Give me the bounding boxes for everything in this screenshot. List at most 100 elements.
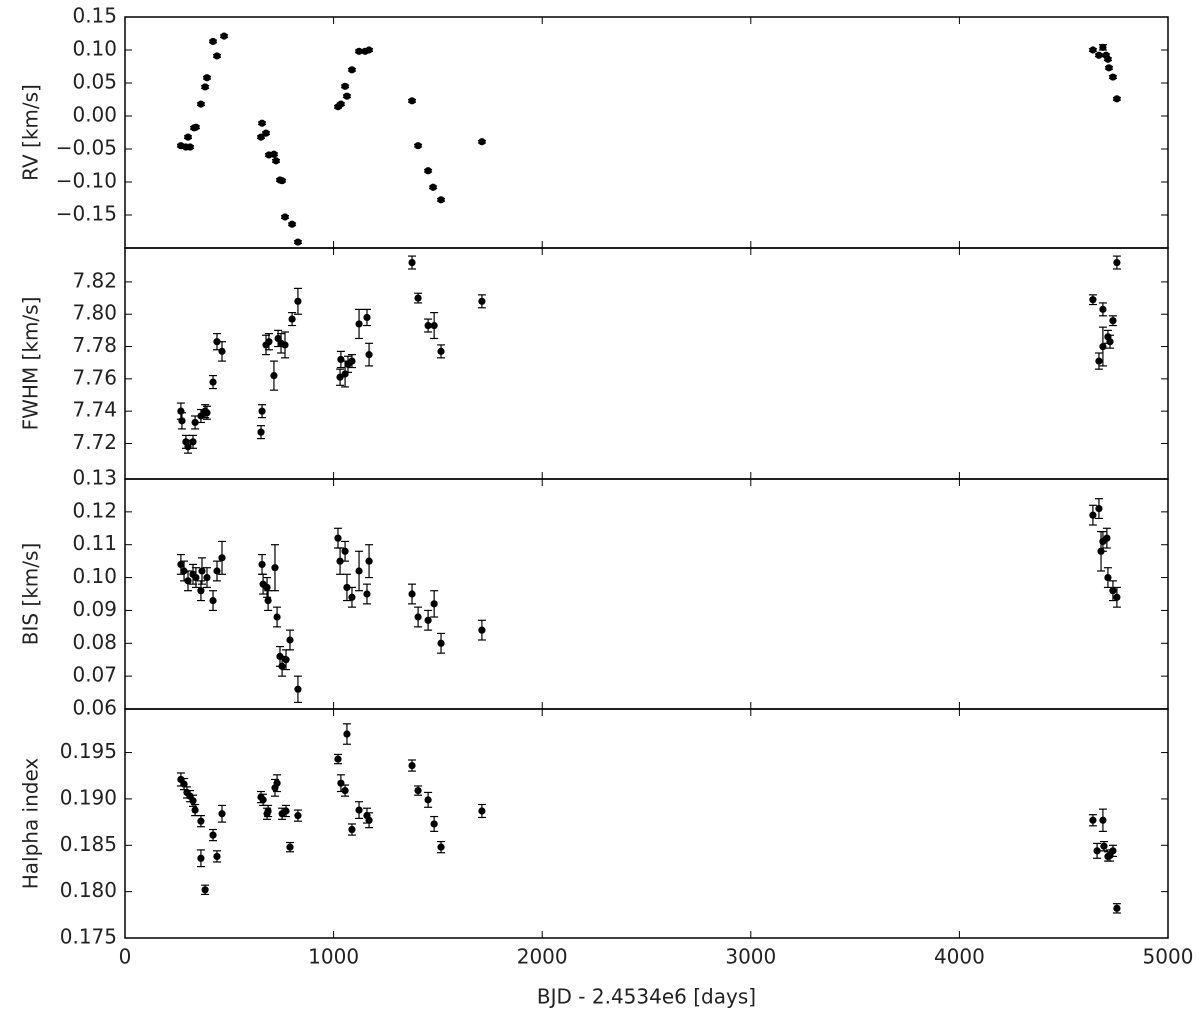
data-point: [273, 779, 281, 787]
data-point: [1100, 842, 1108, 850]
data-point: [414, 294, 422, 302]
data-point: [408, 258, 416, 267]
data-point: [209, 37, 217, 46]
data-point: [334, 755, 342, 763]
data-point: [348, 825, 356, 834]
data-point: [365, 816, 373, 824]
y-tick-label: 7.74: [72, 398, 117, 422]
data-point: [209, 378, 217, 386]
data-point: [424, 167, 432, 175]
data-point: [414, 786, 422, 795]
data-point: [365, 351, 373, 359]
y-axis-label: RV [km/s]: [19, 84, 43, 181]
data-point: [1099, 816, 1107, 824]
data-point: [281, 213, 289, 221]
x-tick-label: 0: [119, 945, 132, 969]
data-point: [1093, 847, 1101, 855]
y-tick-label: 0.06: [72, 696, 117, 720]
data-point: [177, 407, 185, 415]
data-point: [177, 560, 185, 569]
data-point: [1089, 296, 1097, 304]
data-point: [408, 590, 416, 598]
data-point: [294, 685, 302, 693]
data-point: [478, 807, 486, 815]
data-point: [437, 347, 445, 355]
data-point: [263, 583, 271, 592]
y-tick-label: 0.00: [72, 103, 117, 127]
data-point: [337, 100, 345, 108]
data-point: [258, 407, 266, 415]
data-point: [363, 313, 371, 322]
data-point: [1099, 305, 1107, 313]
data-point: [197, 100, 205, 108]
y-tick-label: 7.76: [72, 365, 117, 389]
y-tick-label: 0.15: [72, 4, 117, 28]
x-tick-label: 5000: [1143, 945, 1194, 969]
data-point: [209, 596, 217, 605]
y-tick-label: 0.10: [72, 37, 117, 61]
data-point: [1089, 46, 1097, 54]
data-point: [218, 347, 226, 355]
data-point: [265, 338, 273, 346]
data-point: [1109, 587, 1117, 595]
y-tick-label: 0.180: [60, 878, 117, 902]
y-tick-label: −0.05: [56, 136, 117, 160]
data-point: [213, 852, 221, 861]
data-point: [336, 557, 344, 565]
data-point: [348, 593, 356, 601]
data-point: [343, 92, 351, 100]
data-point: [257, 133, 265, 141]
data-point: [259, 796, 267, 804]
data-point: [189, 438, 197, 446]
data-point: [288, 220, 296, 228]
y-tick-label: 0.190: [60, 785, 117, 809]
y-tick-label: 0.10: [72, 564, 117, 588]
data-point: [258, 560, 266, 569]
data-point: [414, 613, 422, 621]
data-point: [186, 143, 194, 151]
data-point: [201, 886, 209, 894]
data-point: [355, 567, 363, 575]
y-tick-label: 0.13: [72, 466, 117, 490]
data-point: [264, 596, 272, 605]
data-point: [201, 83, 209, 91]
data-point: [1099, 342, 1107, 351]
data-point: [337, 779, 345, 787]
data-point: [430, 820, 438, 828]
data-point: [264, 807, 272, 815]
data-point: [213, 338, 221, 346]
data-point: [220, 32, 228, 40]
data-point: [270, 372, 278, 380]
data-point: [341, 547, 349, 555]
data-point: [365, 557, 373, 565]
y-tick-label: 7.82: [72, 268, 117, 292]
y-axis-label: Halpha index: [19, 758, 43, 890]
data-point: [341, 786, 349, 795]
data-point: [341, 82, 349, 90]
panel-frame: [124, 478, 1169, 710]
data-point: [424, 616, 432, 624]
data-point: [1089, 511, 1097, 519]
data-point: [348, 357, 356, 365]
data-point: [408, 761, 416, 770]
data-point: [1089, 816, 1097, 824]
y-tick-label: 0.11: [72, 531, 117, 555]
data-point: [355, 320, 363, 328]
data-point: [197, 854, 205, 862]
data-point: [271, 564, 279, 572]
data-point: [365, 46, 373, 54]
data-point: [1113, 593, 1121, 601]
data-point: [334, 534, 342, 542]
x-axis-label: BJD - 2.4534e6 [days]: [537, 985, 756, 1009]
data-point: [1105, 64, 1113, 72]
data-point: [286, 636, 294, 644]
y-tick-label: 7.80: [72, 301, 117, 325]
data-point: [286, 843, 294, 851]
data-point: [424, 321, 432, 330]
y-tick-label: 7.78: [72, 333, 117, 357]
data-point: [192, 573, 200, 582]
data-point: [478, 138, 486, 146]
data-point: [363, 590, 371, 598]
data-point: [1109, 317, 1117, 325]
